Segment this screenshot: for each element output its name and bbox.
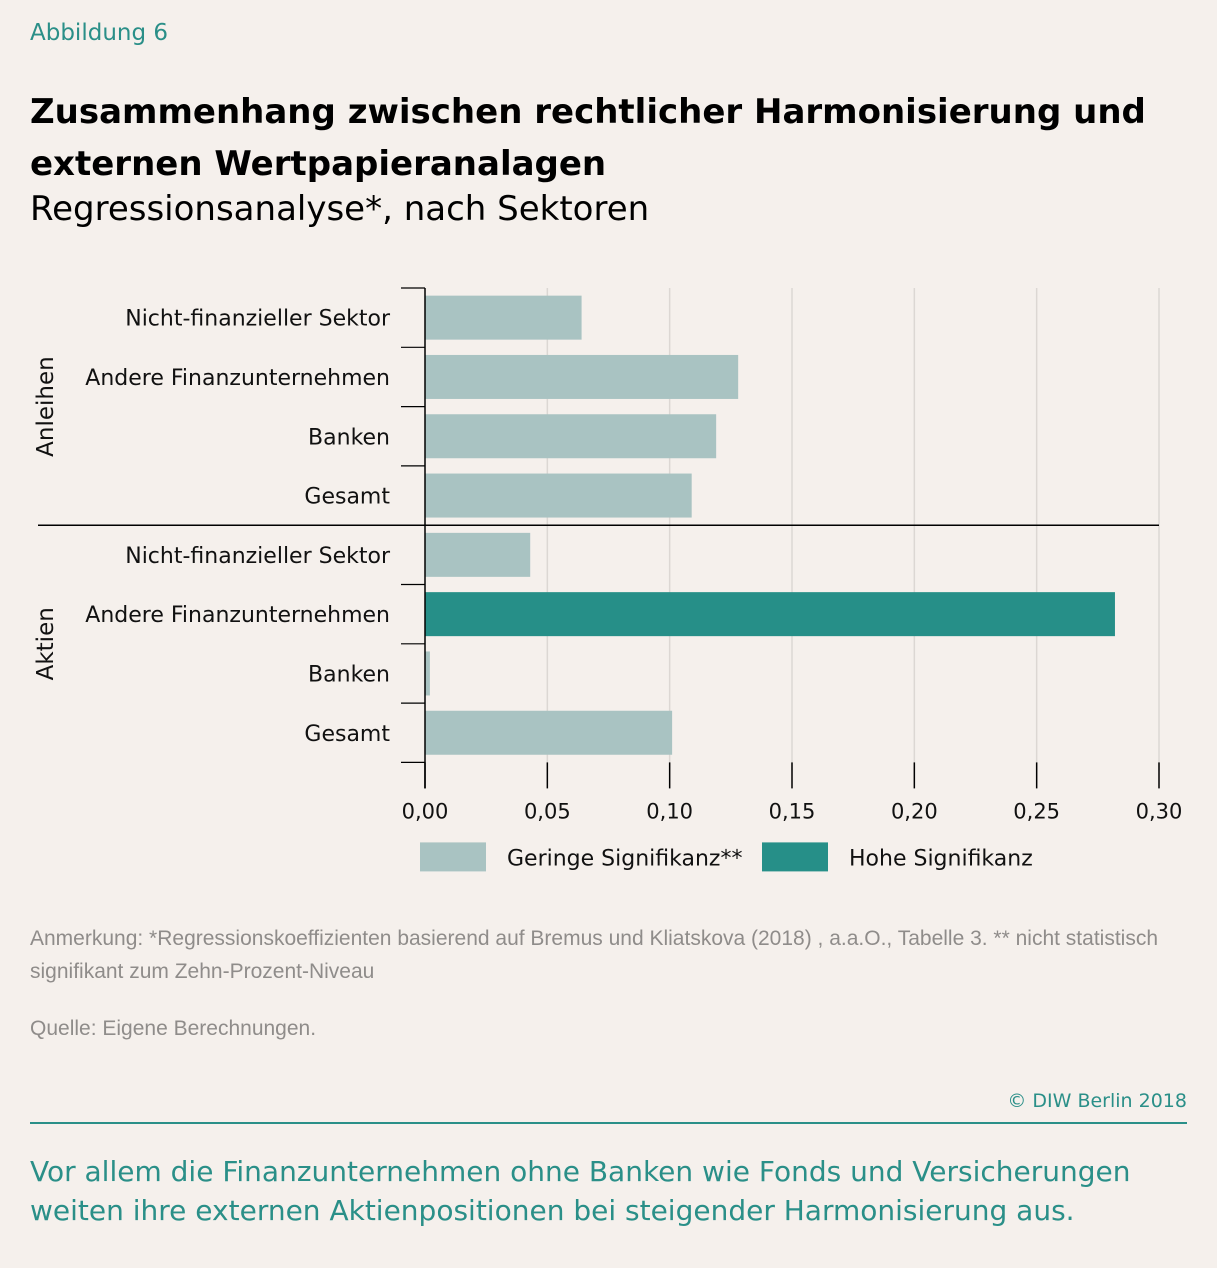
bar — [425, 295, 582, 340]
bar — [425, 592, 1115, 637]
x-tick-label: 0,00 — [402, 799, 449, 823]
chart-subtitle: Regressionsanalyse*, nach Sektoren — [30, 189, 650, 229]
x-tick-label: 0,20 — [891, 799, 938, 823]
x-tick-label: 0,05 — [524, 799, 571, 823]
x-tick-label: 0,25 — [1013, 799, 1060, 823]
x-tick-label: 0,10 — [646, 799, 693, 823]
category-label: Gesamt — [304, 722, 390, 747]
bar — [425, 532, 531, 577]
copyright: © DIW Berlin 2018 — [1007, 1090, 1187, 1112]
chart-caption: Vor allem die Finanzunternehmen ohne Ban… — [30, 1155, 1131, 1227]
legend-label: Geringe Signifikanz** — [507, 846, 742, 871]
bar — [425, 473, 692, 518]
chart-note: Anmerkung: *Regressionskoeffizienten bas… — [30, 927, 1159, 983]
bar-chart: Nicht-finanzieller Sektor Andere Finanzun… — [33, 287, 1183, 872]
chart-source: Quelle: Eigene Berechnungen. — [30, 1017, 317, 1040]
legend-label: Hohe Signifikanz — [849, 846, 1033, 871]
category-label: Gesamt — [304, 485, 390, 510]
group-label: Aktien — [33, 607, 59, 680]
category-label: Andere Finanzunternehmen — [85, 366, 390, 391]
bar — [425, 414, 717, 459]
x-tick-label: 0,15 — [769, 799, 816, 823]
figure-label: Abbildung 6 — [30, 20, 169, 46]
category-label: Nicht-finanzieller Sektor — [125, 544, 391, 569]
chart-title: Zusammenhang zwischen rechtlicher Harmon… — [30, 92, 1146, 184]
category-label: Nicht-finanzieller Sektor — [125, 307, 391, 332]
category-label: Andere Finanzunternehmen — [85, 603, 390, 628]
divider — [30, 1122, 1187, 1124]
category-label: Banken — [308, 662, 390, 687]
legend-swatch-high — [762, 842, 828, 872]
group-label: Anleihen — [33, 356, 59, 457]
bar — [425, 651, 430, 696]
category-label: Banken — [308, 425, 390, 450]
legend-swatch-low — [420, 842, 486, 872]
bar — [425, 354, 739, 399]
x-tick-label: 0,30 — [1136, 799, 1183, 823]
bar — [425, 710, 673, 755]
